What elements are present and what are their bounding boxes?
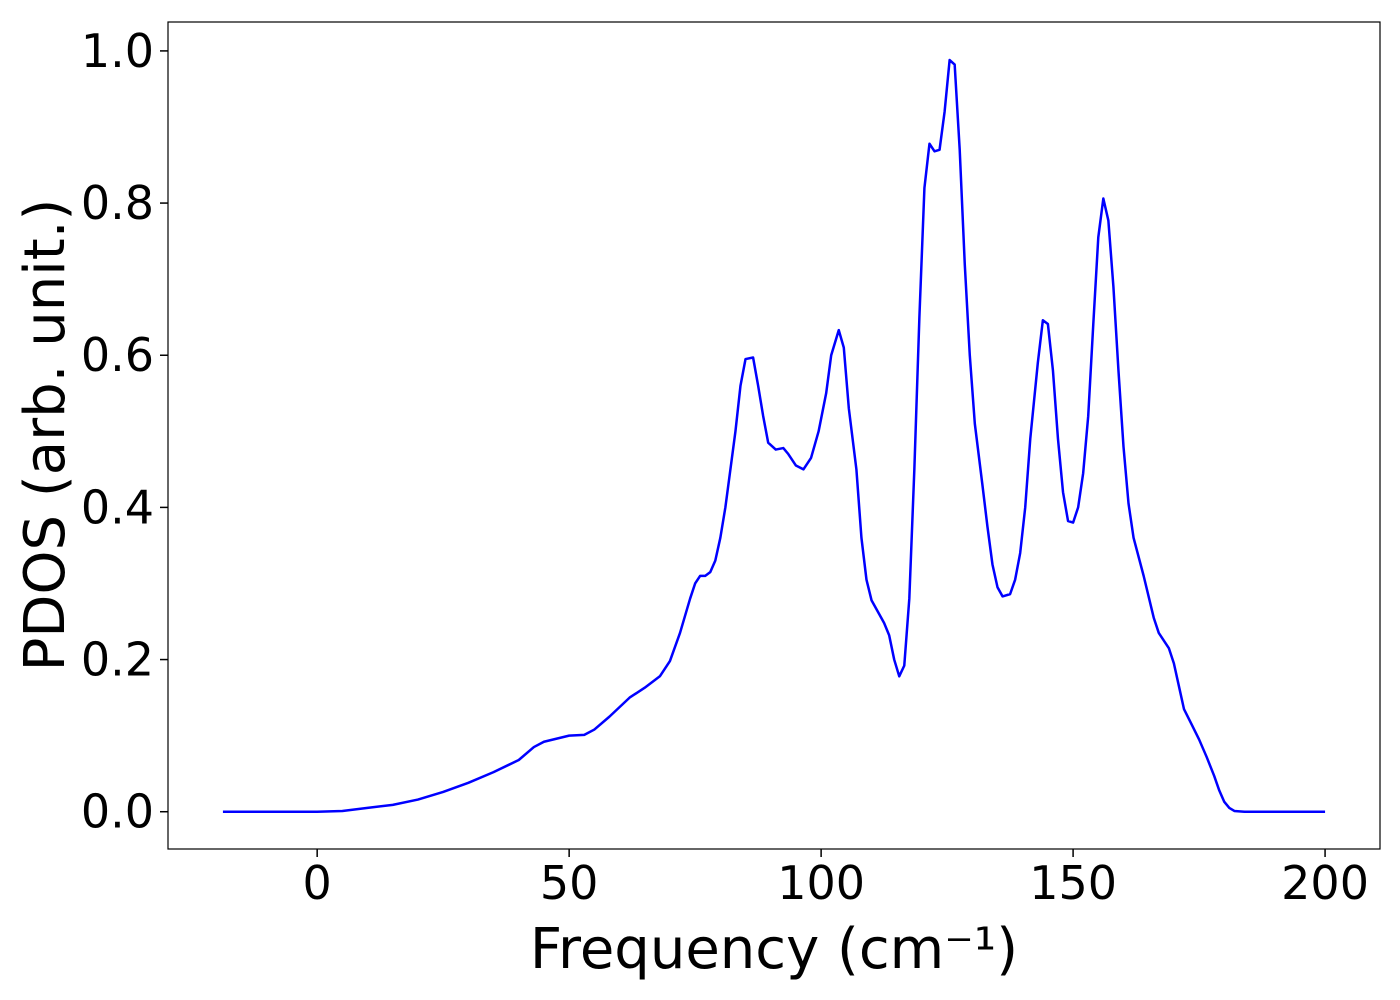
x-tick-label: 50 (540, 856, 599, 910)
y-tick-label: 0.2 (81, 633, 154, 687)
y-tick-label: 0.6 (81, 328, 154, 382)
x-tick-label: 100 (777, 856, 865, 910)
y-tick-label: 0.8 (81, 176, 154, 230)
y-axis-label: PDOS (arb. unit.) (13, 199, 78, 672)
plot-frame (167, 21, 1381, 850)
x-axis-label: Frequency (cm⁻¹) (530, 917, 1018, 982)
y-tick-label: 1.0 (81, 24, 154, 78)
x-tick-label: 150 (1029, 856, 1117, 910)
data-line (222, 58, 1326, 813)
y-tick-label: 0.0 (81, 785, 154, 839)
x-tick-label: 0 (303, 856, 332, 910)
x-tick-label: 200 (1281, 856, 1369, 910)
y-tick-label: 0.4 (81, 480, 154, 534)
